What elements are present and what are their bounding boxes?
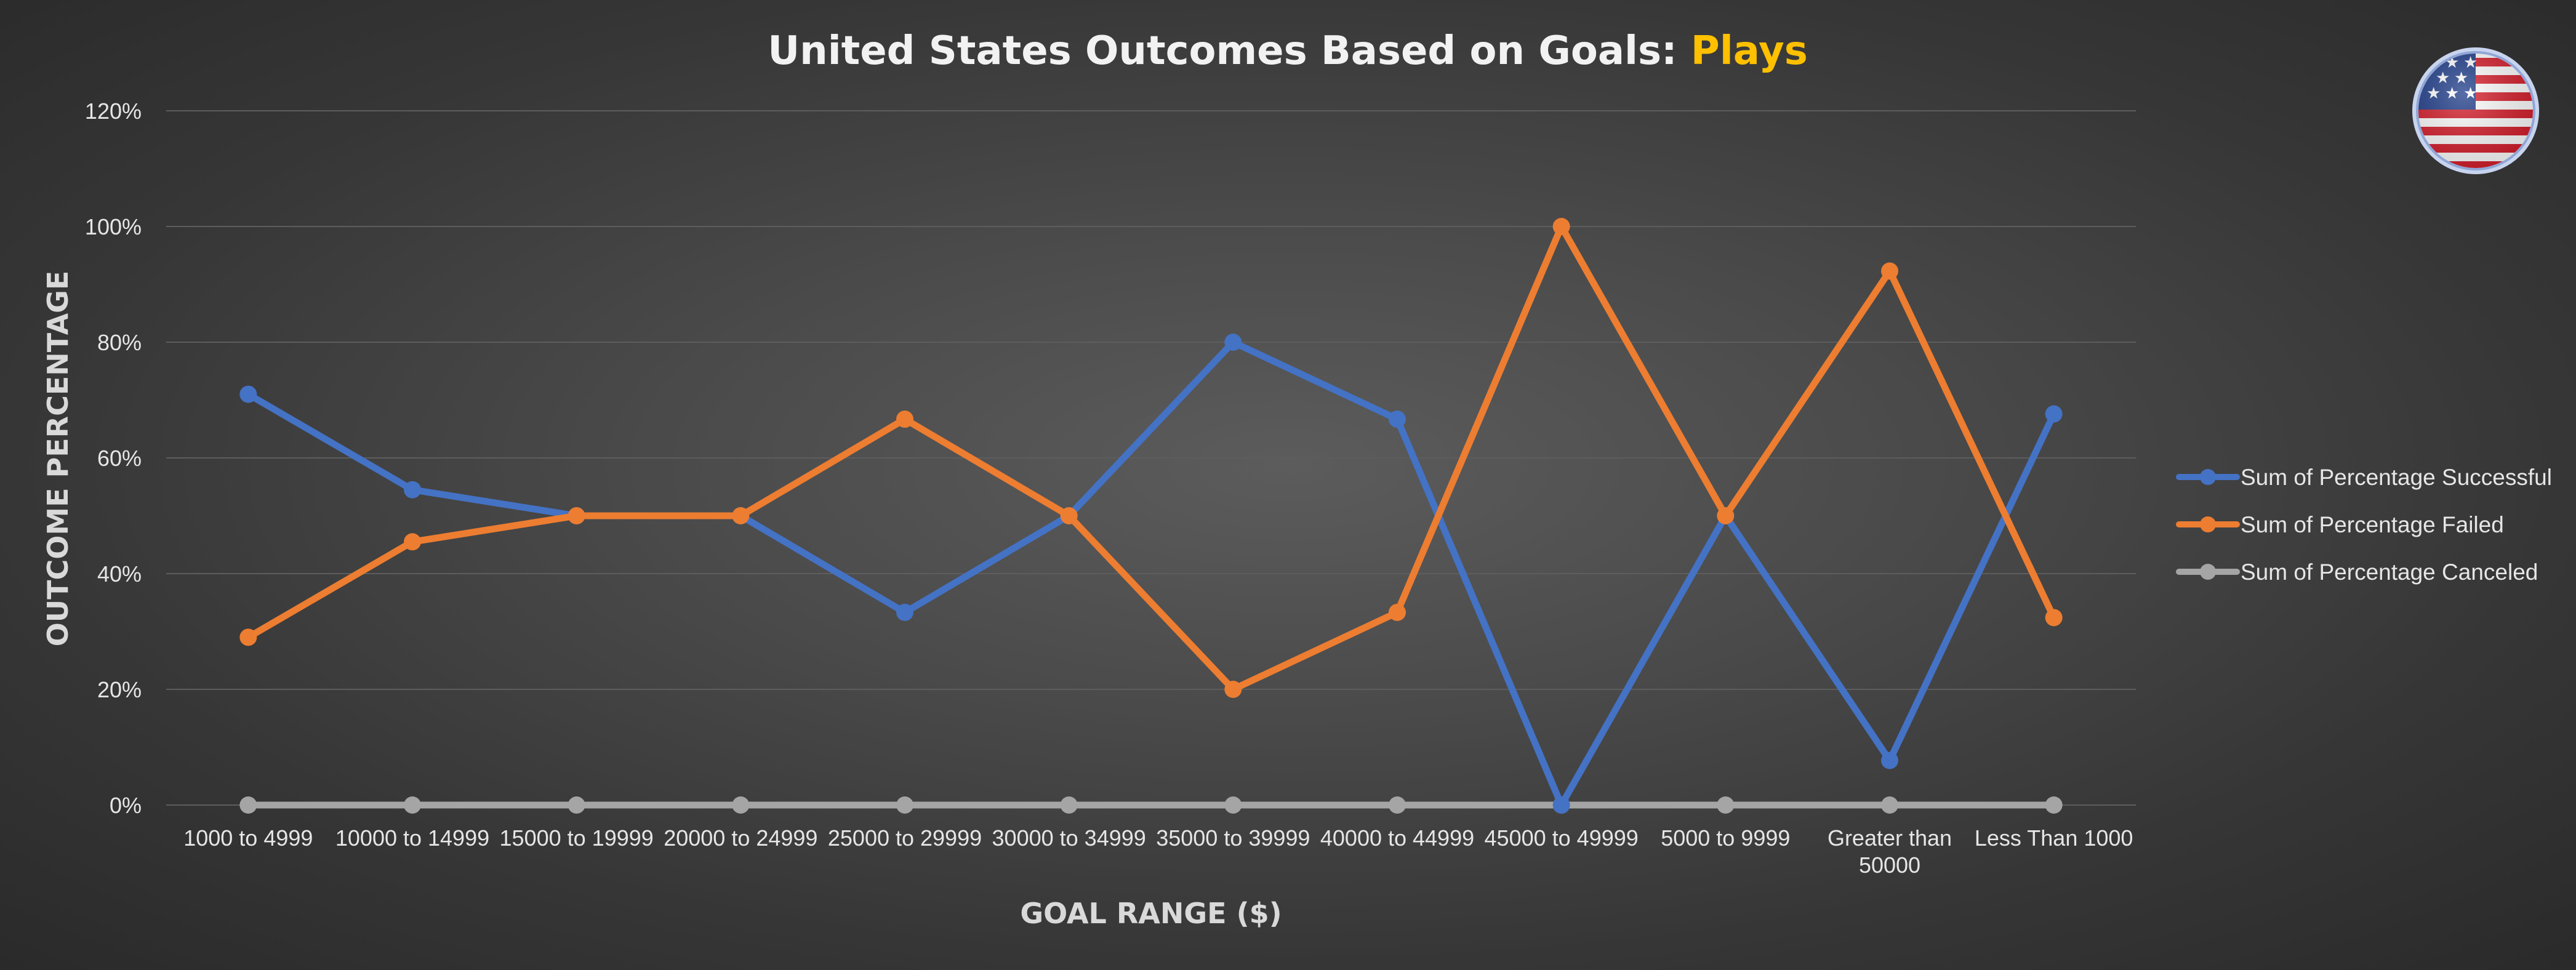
data-point (568, 796, 585, 814)
data-point (732, 796, 750, 814)
data-point (1224, 796, 1242, 814)
data-point (1389, 411, 1406, 428)
legend-label: Sum of Percentage Canceled (2241, 559, 2538, 585)
data-point (1552, 218, 1570, 235)
x-tick-label: 35000 to 39999 (1156, 825, 1310, 851)
x-tick-label: Less Than 1000 (1975, 825, 2133, 851)
legend-marker (2200, 516, 2216, 532)
data-point (1060, 507, 1078, 524)
y-tick-label: 0% (110, 793, 142, 818)
legend-item: Sum of Percentage Failed (2176, 512, 2504, 537)
legend-label: Sum of Percentage Failed (2241, 512, 2504, 537)
data-point (1881, 752, 1898, 769)
x-tick-label: Greater than 50000 (1828, 825, 1952, 878)
x-axis-title: GOAL RANGE ($) (1020, 897, 1282, 930)
legend-marker (2200, 564, 2216, 580)
series-canceled (239, 796, 2063, 814)
x-tick-label: 15000 to 19999 (500, 825, 654, 851)
y-tick-label: 80% (97, 330, 142, 355)
gridlines (166, 110, 2136, 806)
legend-marker (2200, 469, 2216, 485)
x-tick-label: 20000 to 24999 (664, 825, 817, 851)
x-tick-label: 10000 to 14999 (335, 825, 489, 851)
data-point (1717, 507, 1735, 524)
chart-title-highlight: Plays (1691, 28, 1808, 74)
x-tick-label: 5000 to 9999 (1661, 825, 1790, 851)
y-tick-label: 120% (85, 98, 142, 124)
y-axis-title: OUTCOME PERCENTAGE (41, 271, 74, 647)
y-tick-label: 40% (97, 561, 142, 587)
legend-item: Sum of Percentage Successful (2176, 465, 2552, 490)
data-point (404, 533, 421, 551)
data-point (1552, 796, 1570, 814)
y-tick-label: 60% (97, 446, 142, 471)
series-lines (239, 218, 2063, 814)
data-point (2045, 796, 2063, 814)
data-point (896, 796, 913, 814)
data-point (2045, 609, 2063, 627)
x-axis-ticks: 1000 to 4999 10000 to 14999 15000 to 19999… (183, 825, 2133, 878)
y-axis-ticks: 0% 20% 40% 60% 80% 100% 120% (85, 98, 142, 818)
series-line (244, 339, 2058, 809)
data-point (2045, 405, 2063, 423)
data-point (404, 796, 421, 814)
data-point (896, 603, 913, 621)
x-tick-label: 25000 to 29999 (828, 825, 982, 851)
data-point (239, 385, 257, 403)
y-tick-label: 20% (97, 677, 142, 702)
data-point (1389, 796, 1406, 814)
series-successful (239, 334, 2063, 814)
data-point (1224, 334, 1242, 351)
data-point (239, 628, 257, 646)
series-line (244, 223, 2058, 693)
legend: Sum of Percentage Successful Sum of Perce… (2176, 465, 2552, 585)
x-tick-label: 45000 to 49999 (1485, 825, 1639, 851)
data-point (1881, 262, 1898, 280)
series-failed (239, 218, 2063, 698)
data-point (1881, 796, 1898, 814)
data-point (239, 796, 257, 814)
data-point (568, 507, 585, 524)
legend-item: Sum of Percentage Canceled (2176, 559, 2538, 585)
data-point (1389, 603, 1406, 621)
data-point (732, 507, 750, 524)
x-tick-label: 30000 to 34999 (992, 825, 1146, 851)
chart-title-main: United States Outcomes Based on Goals: (768, 28, 1691, 74)
x-tick-label: 40000 to 44999 (1320, 825, 1474, 851)
x-tick-label: 1000 to 4999 (183, 825, 313, 851)
data-point (404, 481, 421, 499)
data-point (896, 411, 913, 428)
data-point (1717, 796, 1735, 814)
y-tick-label: 100% (85, 214, 142, 239)
data-point (1060, 796, 1078, 814)
data-point (1224, 681, 1242, 698)
legend-label: Sum of Percentage Successful (2241, 465, 2552, 490)
us-flag-icon: ★★★ ★★ ★★★ (2412, 47, 2539, 174)
chart-title: United States Outcomes Based on Goals: P… (768, 28, 1808, 74)
